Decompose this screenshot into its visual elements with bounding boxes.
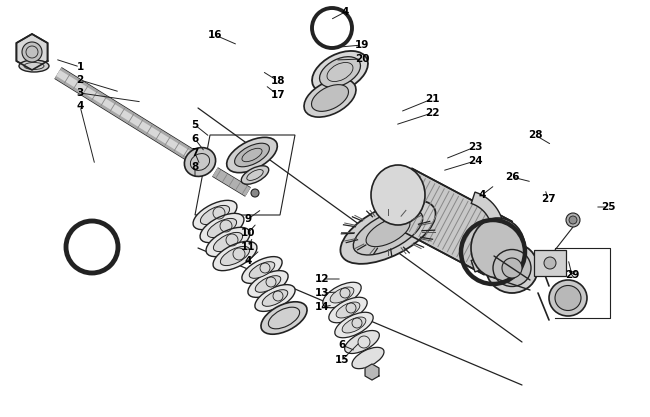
Ellipse shape xyxy=(213,232,242,251)
Text: 12: 12 xyxy=(315,274,330,284)
Text: 4: 4 xyxy=(478,190,486,200)
Text: 10: 10 xyxy=(240,228,255,238)
Ellipse shape xyxy=(19,60,49,72)
Circle shape xyxy=(22,42,42,62)
Ellipse shape xyxy=(220,246,250,266)
Text: 8: 8 xyxy=(191,162,199,172)
Ellipse shape xyxy=(304,79,356,117)
Text: 21: 21 xyxy=(424,94,439,104)
Ellipse shape xyxy=(312,51,368,93)
Ellipse shape xyxy=(206,227,250,256)
Text: 7: 7 xyxy=(191,148,199,158)
Circle shape xyxy=(569,216,577,224)
Text: 22: 22 xyxy=(424,108,439,118)
Ellipse shape xyxy=(342,317,366,333)
Text: 4: 4 xyxy=(76,101,84,111)
Text: 11: 11 xyxy=(240,242,255,252)
Text: 24: 24 xyxy=(468,156,482,166)
Polygon shape xyxy=(384,168,512,274)
Ellipse shape xyxy=(320,57,361,87)
Ellipse shape xyxy=(549,280,587,316)
Ellipse shape xyxy=(213,241,257,271)
Ellipse shape xyxy=(335,312,373,338)
Ellipse shape xyxy=(311,85,348,111)
Text: 6: 6 xyxy=(339,340,346,350)
Text: 2: 2 xyxy=(77,75,84,85)
Text: 1: 1 xyxy=(77,62,84,72)
Text: 27: 27 xyxy=(541,194,555,204)
Ellipse shape xyxy=(235,143,269,167)
Polygon shape xyxy=(365,364,379,380)
Ellipse shape xyxy=(255,285,295,311)
Text: 3: 3 xyxy=(77,88,84,98)
Text: 26: 26 xyxy=(505,172,519,182)
Ellipse shape xyxy=(366,217,410,246)
Text: 5: 5 xyxy=(191,120,199,130)
Text: 13: 13 xyxy=(315,288,330,298)
Ellipse shape xyxy=(341,200,436,264)
Ellipse shape xyxy=(329,297,367,323)
Ellipse shape xyxy=(227,137,278,173)
Ellipse shape xyxy=(555,286,581,311)
Text: 4: 4 xyxy=(244,256,252,266)
Ellipse shape xyxy=(352,347,384,369)
Text: 18: 18 xyxy=(271,76,285,86)
Text: 19: 19 xyxy=(355,40,369,50)
Text: 17: 17 xyxy=(270,90,285,100)
Text: 14: 14 xyxy=(315,302,330,312)
Ellipse shape xyxy=(261,302,307,334)
Ellipse shape xyxy=(200,214,244,243)
Polygon shape xyxy=(16,34,47,70)
Ellipse shape xyxy=(323,282,361,308)
Ellipse shape xyxy=(353,209,422,255)
Ellipse shape xyxy=(344,331,380,354)
Ellipse shape xyxy=(493,249,531,286)
Text: 6: 6 xyxy=(191,134,199,144)
Bar xyxy=(534,250,566,276)
Text: 28: 28 xyxy=(528,130,542,140)
Text: 23: 23 xyxy=(468,142,482,152)
Text: 4: 4 xyxy=(341,7,348,17)
Ellipse shape xyxy=(262,290,288,306)
Ellipse shape xyxy=(255,276,281,292)
Ellipse shape xyxy=(330,287,354,303)
Ellipse shape xyxy=(336,302,360,318)
Text: 20: 20 xyxy=(355,54,369,64)
Ellipse shape xyxy=(502,258,522,278)
Text: 16: 16 xyxy=(208,30,222,40)
Ellipse shape xyxy=(200,206,229,225)
Text: 9: 9 xyxy=(244,214,252,224)
Ellipse shape xyxy=(207,219,237,238)
Polygon shape xyxy=(471,192,504,272)
Ellipse shape xyxy=(242,256,282,284)
Ellipse shape xyxy=(249,262,275,278)
Ellipse shape xyxy=(241,166,268,184)
Text: 25: 25 xyxy=(601,202,616,212)
Ellipse shape xyxy=(248,271,288,297)
Circle shape xyxy=(544,257,556,269)
Circle shape xyxy=(251,189,259,197)
Text: 15: 15 xyxy=(335,355,349,365)
Ellipse shape xyxy=(193,200,237,230)
Ellipse shape xyxy=(185,148,216,176)
Ellipse shape xyxy=(486,243,538,293)
Ellipse shape xyxy=(371,165,425,225)
Text: 29: 29 xyxy=(565,270,579,280)
Circle shape xyxy=(566,213,580,227)
Ellipse shape xyxy=(471,218,525,278)
